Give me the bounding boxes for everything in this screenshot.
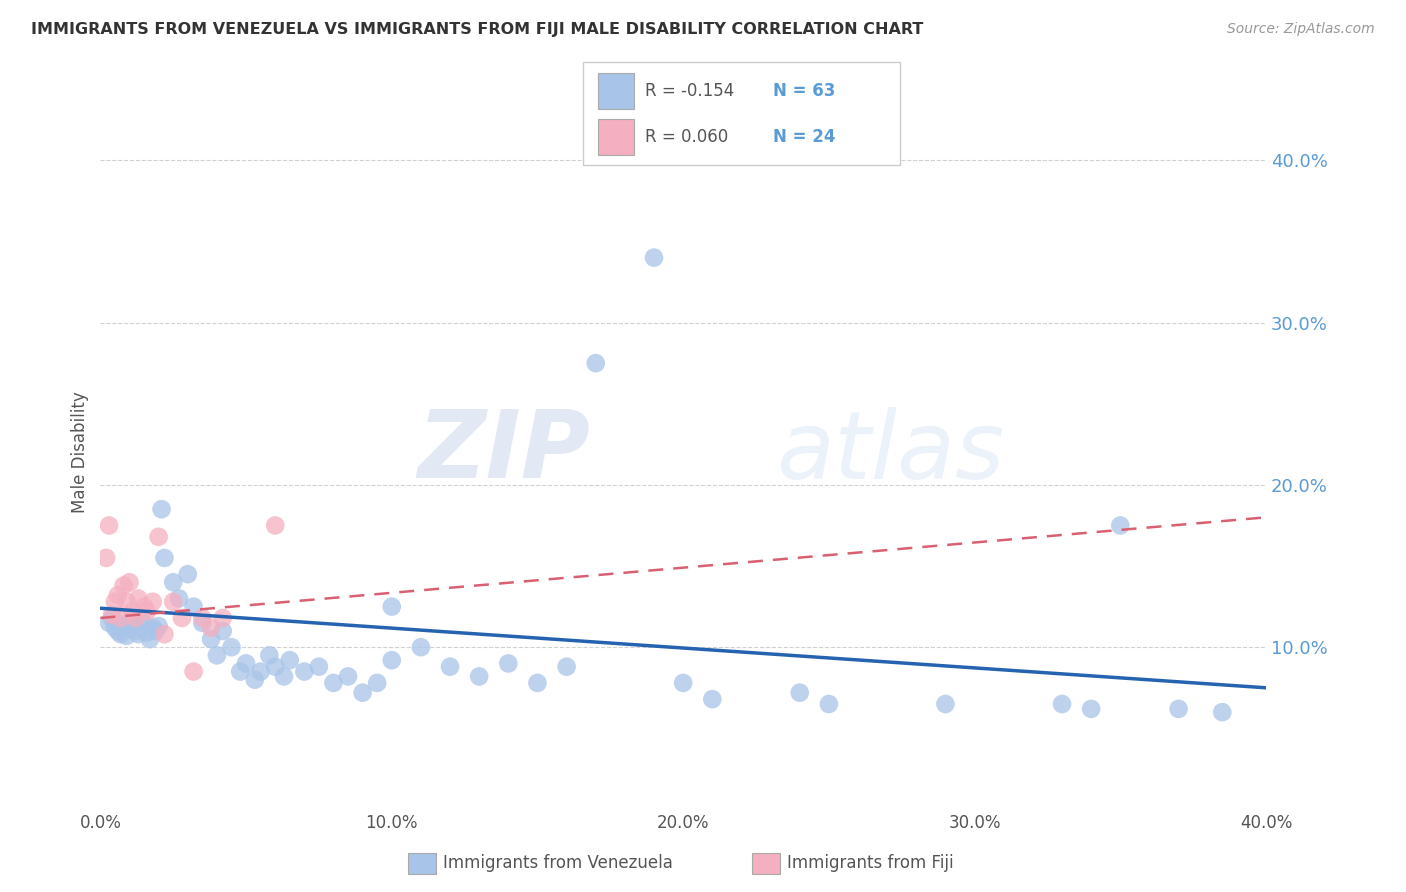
Point [96, 550, 118, 565]
Point [818, 697, 841, 711]
Point [643, 251, 665, 265]
Point [366, 676, 388, 690]
Point [243, 673, 266, 687]
Point [127, 627, 149, 641]
Point [112, 578, 135, 592]
Text: R = 0.060: R = 0.060 [645, 128, 728, 145]
Point [200, 621, 222, 635]
Point [1109, 518, 1132, 533]
Point [132, 599, 155, 614]
Point [259, 648, 281, 663]
Point [191, 611, 214, 625]
Point [468, 669, 491, 683]
Point [177, 567, 200, 582]
Point [205, 648, 228, 663]
Text: N = 24: N = 24 [773, 128, 835, 145]
Point [211, 611, 233, 625]
Point [439, 659, 461, 673]
Point [150, 502, 173, 516]
Point [101, 611, 124, 625]
Point [273, 669, 295, 683]
Point [249, 665, 271, 679]
Point [107, 624, 129, 638]
Point [1167, 702, 1189, 716]
Point [702, 692, 724, 706]
Text: Immigrants from Venezuela: Immigrants from Venezuela [443, 855, 672, 872]
Point [200, 632, 222, 646]
Point [115, 629, 138, 643]
Point [124, 611, 146, 625]
Point [112, 619, 135, 633]
Point [191, 615, 214, 630]
Point [381, 653, 404, 667]
Point [789, 686, 811, 700]
Point [127, 591, 149, 606]
Point [585, 356, 607, 370]
Point [337, 669, 360, 683]
Point [132, 617, 155, 632]
Y-axis label: Male Disability: Male Disability [72, 392, 89, 513]
Point [118, 614, 141, 628]
Point [121, 605, 143, 619]
Text: IMMIGRANTS FROM VENEZUELA VS IMMIGRANTS FROM FIJI MALE DISABILITY CORRELATION CH: IMMIGRANTS FROM VENEZUELA VS IMMIGRANTS … [31, 22, 924, 37]
Point [264, 518, 287, 533]
Point [104, 595, 127, 609]
Point [148, 530, 170, 544]
Point [115, 595, 138, 609]
Point [308, 659, 330, 673]
Point [292, 665, 315, 679]
Point [183, 665, 205, 679]
Point [124, 624, 146, 638]
Point [118, 575, 141, 590]
Text: N = 63: N = 63 [773, 82, 835, 100]
Point [153, 627, 176, 641]
Point [1211, 705, 1233, 719]
Point [1080, 702, 1102, 716]
Point [145, 624, 167, 638]
Point [136, 605, 159, 619]
Point [110, 611, 132, 625]
Point [183, 599, 205, 614]
Text: Immigrants from Fiji: Immigrants from Fiji [787, 855, 955, 872]
Point [170, 611, 193, 625]
Point [381, 599, 404, 614]
Point [98, 518, 121, 533]
Point [162, 575, 184, 590]
Point [107, 588, 129, 602]
Text: Source: ZipAtlas.com: Source: ZipAtlas.com [1227, 22, 1375, 37]
Text: ZIP: ZIP [418, 407, 591, 499]
Point [264, 659, 287, 673]
Point [555, 659, 578, 673]
Point [934, 697, 956, 711]
Point [142, 595, 165, 609]
Point [352, 686, 374, 700]
Point [153, 550, 176, 565]
Point [98, 615, 121, 630]
Text: R = -0.154: R = -0.154 [645, 82, 734, 100]
Point [278, 653, 301, 667]
Point [139, 632, 162, 646]
Point [229, 665, 252, 679]
Point [409, 640, 432, 655]
Point [121, 621, 143, 635]
Point [235, 657, 257, 671]
Point [211, 624, 233, 638]
Point [129, 611, 152, 625]
Point [110, 627, 132, 641]
Point [148, 619, 170, 633]
Point [162, 595, 184, 609]
Point [322, 676, 344, 690]
Point [672, 676, 695, 690]
Point [142, 621, 165, 635]
Point [498, 657, 520, 671]
Point [1050, 697, 1073, 711]
Point [221, 640, 243, 655]
Point [104, 621, 127, 635]
Text: atlas: atlas [776, 407, 1005, 498]
Point [136, 625, 159, 640]
Point [101, 607, 124, 622]
Point [526, 676, 548, 690]
Point [167, 591, 190, 606]
